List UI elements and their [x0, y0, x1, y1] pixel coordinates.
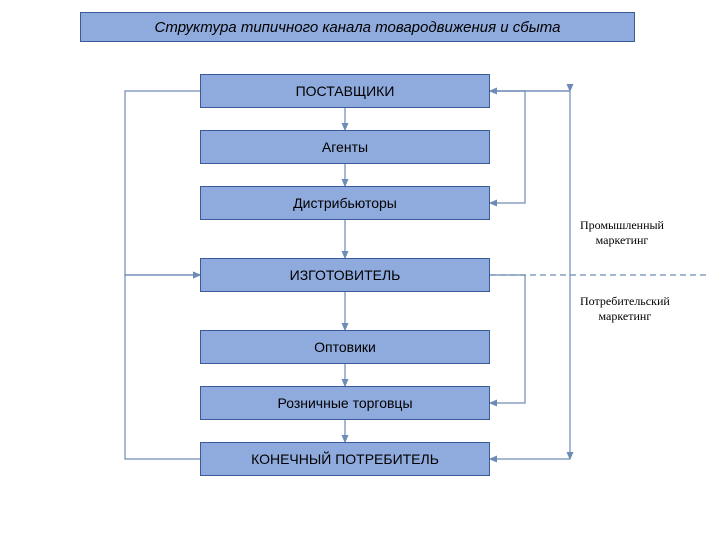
- label-industrial: Промышленныймаркетинг: [580, 218, 664, 248]
- diagram-title: Структура типичного канала товародвижени…: [80, 12, 635, 42]
- node-agents: Агенты: [200, 130, 490, 164]
- node-suppliers: ПОСТАВЩИКИ: [200, 74, 490, 108]
- label-consumer_m: Потребительскиймаркетинг: [580, 294, 670, 324]
- node-distributors: Дистрибьюторы: [200, 186, 490, 220]
- node-wholesalers: Оптовики: [200, 330, 490, 364]
- node-consumer: КОНЕЧНЫЙ ПОТРЕБИТЕЛЬ: [200, 442, 490, 476]
- node-manufacturer: ИЗГОТОВИТЕЛЬ: [200, 258, 490, 292]
- node-retailers: Розничные торговцы: [200, 386, 490, 420]
